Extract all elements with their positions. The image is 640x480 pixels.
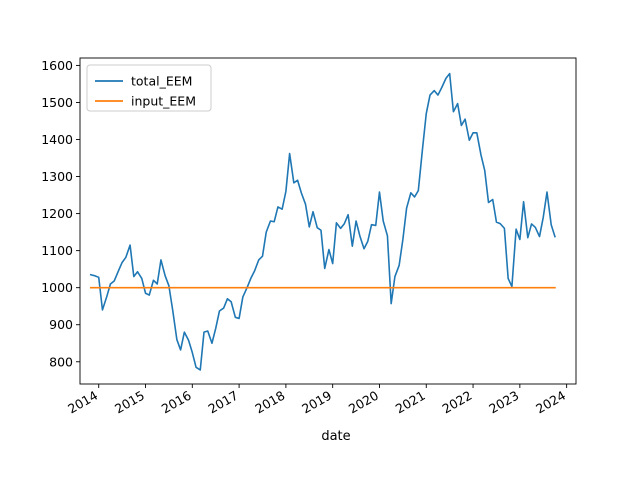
plot-area [79, 57, 577, 385]
legend-box [86, 64, 212, 112]
x-tick-label: 2017 [206, 388, 241, 417]
y-tick-label: 1200 [41, 206, 73, 221]
y-axis: 800 900 1000 1100 1200 1300 1400 1500 1600 [41, 58, 80, 369]
y-tick-label: 1100 [41, 243, 73, 258]
x-tick-label: 2015 [112, 388, 147, 417]
y-tick-label: 1500 [41, 95, 73, 110]
x-tick-label: 2024 [533, 388, 568, 417]
x-axis-label: date [321, 429, 350, 444]
x-tick-label: 2018 [252, 388, 287, 417]
x-tick-label: 2014 [65, 388, 100, 417]
legend: total_EEM input_EEM [86, 64, 212, 112]
y-tick-label: 1400 [41, 132, 73, 147]
x-axis: 2014 2015 2016 2017 2018 2019 2020 2021 2022 2023… [65, 384, 568, 417]
x-tick-label: 2021 [393, 388, 428, 417]
x-tick-label: 2016 [159, 388, 194, 417]
legend-label-total_EEM: total_EEM [131, 74, 192, 89]
x-tick-label: 2020 [346, 388, 381, 417]
y-tick-label: 1600 [41, 58, 73, 73]
series-line-total_EEM [89, 72, 556, 371]
plot-border [79, 57, 577, 385]
y-tick-label: 1300 [41, 169, 73, 184]
y-tick-label: 800 [49, 354, 73, 369]
y-tick-label: 1000 [41, 280, 73, 295]
series-layer [89, 72, 556, 371]
legend-label-input_EEM: input_EEM [131, 94, 196, 109]
x-tick-label: 2023 [486, 388, 521, 417]
x-tick-label: 2022 [440, 388, 475, 417]
y-tick-label: 900 [49, 317, 73, 332]
x-tick-label: 2019 [299, 388, 334, 417]
